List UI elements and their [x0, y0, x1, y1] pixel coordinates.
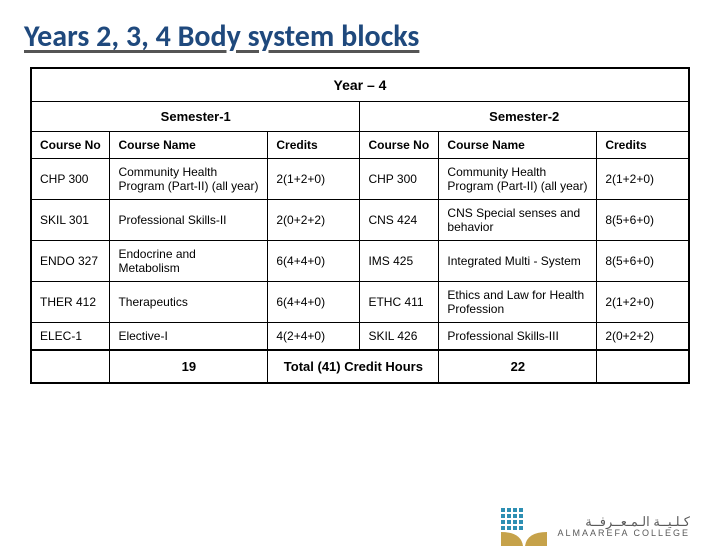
cell: CNS Special senses and behavior — [439, 200, 597, 241]
cell: Ethics and Law for Health Profession — [439, 282, 597, 323]
sem2-header: Semester-2 — [360, 102, 689, 132]
col-course-no: Course No — [360, 132, 439, 159]
cell: 6(4+4+0) — [268, 282, 360, 323]
logo-english: ALMAAREFA COLLEGE — [557, 529, 690, 539]
college-logo: كـلـيــة الـمـعــرفــة ALMAAREFA COLLEGE — [501, 508, 690, 546]
cell: 8(5+6+0) — [597, 200, 689, 241]
curriculum-table: Year – 4 Semester-1 Semester-2 Course No… — [30, 67, 690, 384]
cell: CNS 424 — [360, 200, 439, 241]
cell: 6(4+4+0) — [268, 241, 360, 282]
logo-arabic: كـلـيــة الـمـعــرفــة — [557, 515, 690, 529]
cell: 2(1+2+0) — [268, 159, 360, 200]
cell: Elective-I — [110, 323, 268, 351]
cell: Professional Skills-II — [110, 200, 268, 241]
col-course-no: Course No — [31, 132, 110, 159]
table-row: ELEC-1Elective-I4(2+4+0)SKIL 426Professi… — [31, 323, 689, 351]
table-row: ENDO 327Endocrine and Metabolism6(4+4+0)… — [31, 241, 689, 282]
total-sem1: 19 — [110, 350, 268, 383]
cell: 8(5+6+0) — [597, 241, 689, 282]
table-row: CHP 300Community Health Program (Part-II… — [31, 159, 689, 200]
cell: ENDO 327 — [31, 241, 110, 282]
cell: Therapeutics — [110, 282, 268, 323]
cell: Integrated Multi - System — [439, 241, 597, 282]
col-credits: Credits — [597, 132, 689, 159]
total-label: Total (41) Credit Hours — [268, 350, 439, 383]
year-header: Year – 4 — [31, 68, 689, 102]
cell: 2(0+2+2) — [597, 323, 689, 351]
table-row: SKIL 301Professional Skills-II2(0+2+2)CN… — [31, 200, 689, 241]
cell: 2(0+2+2) — [268, 200, 360, 241]
cell: ELEC-1 — [31, 323, 110, 351]
logo-icon — [501, 508, 547, 546]
page-title: Years 2, 3, 4 Body system blocks — [24, 18, 720, 55]
cell: CHP 300 — [360, 159, 439, 200]
col-credits: Credits — [268, 132, 360, 159]
total-sem2: 22 — [439, 350, 597, 383]
col-course-name: Course Name — [110, 132, 268, 159]
cell: CHP 300 — [31, 159, 110, 200]
cell: 4(2+4+0) — [268, 323, 360, 351]
table-row: THER 412Therapeutics6(4+4+0)ETHC 411Ethi… — [31, 282, 689, 323]
cell: 2(1+2+0) — [597, 282, 689, 323]
cell: IMS 425 — [360, 241, 439, 282]
cell: Endocrine and Metabolism — [110, 241, 268, 282]
cell: Community Health Program (Part-II) (all … — [110, 159, 268, 200]
cell: Community Health Program (Part-II) (all … — [439, 159, 597, 200]
col-course-name: Course Name — [439, 132, 597, 159]
cell: SKIL 426 — [360, 323, 439, 351]
cell: THER 412 — [31, 282, 110, 323]
cell: Professional Skills-III — [439, 323, 597, 351]
cell: 2(1+2+0) — [597, 159, 689, 200]
cell: SKIL 301 — [31, 200, 110, 241]
cell: ETHC 411 — [360, 282, 439, 323]
sem1-header: Semester-1 — [31, 102, 360, 132]
